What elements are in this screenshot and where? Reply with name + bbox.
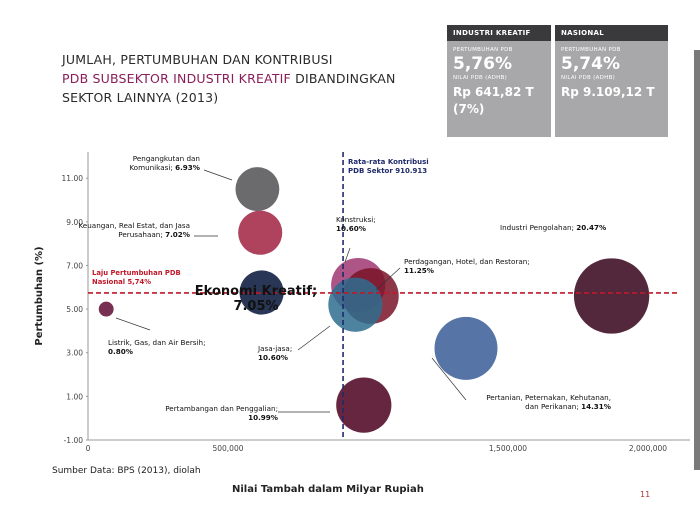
bubble-label: Jasa-jasa; [257,344,292,353]
leader-line [203,169,233,181]
title-highlight: PDB SUBSEKTOR INDUSTRI KREATIF [62,71,291,86]
bubble-pengangkutan-dan-komunikasi [235,167,280,212]
bubble-label: Perdagangan, Hotel, dan Restoran; [404,257,530,266]
y-tick-label: 3.00 [66,349,83,358]
bubble-label: Konstruksi; [336,215,376,224]
right-edge-bar [694,50,700,470]
bubble-listrik-gas-dan-air-bersih [98,301,114,317]
y-tick-label: -1.00 [64,436,84,445]
panel-kreatif-growth: 5,76% [453,54,512,74]
bubble-label: Pertanian, Peternakan, Kehutanan, [486,393,611,402]
chart-title: JUMLAH, PERTUMBUHAN DAN KONTRIBUSI PDB S… [62,50,442,107]
panel-kreatif-growth-label: PERTUMBUHAN PDB [453,47,513,53]
panel-nasional-pdb-label: NILAI PDB (ADHB) [561,75,616,81]
bubble-label: 11.25% [404,266,434,275]
panel-kreatif-pdb: Rp 641,82 T (7%) [453,85,534,116]
y-tick-label: 5.00 [66,305,83,314]
bubble-label: 0.80% [108,347,133,356]
x-axis-label: Nilai Tambah dalam Milyar Rupiah [232,484,424,495]
bubble-label: 10.99% [248,413,278,422]
panel-kreatif-pdb-label: NILAI PDB (ADHB) [453,75,508,81]
title-line2: PDB SUBSEKTOR INDUSTRI KREATIF DIBANDING… [62,69,442,107]
title-rest: DIBANDINGKAN SEKTOR LAINNYA (2013) [62,71,396,105]
panel-nasional: NASIONAL PERTUMBUHAN PDB 5,74% NILAI PDB… [555,25,668,137]
y-tick-label: 7.00 [66,261,83,270]
bubble-label: dan Perikanan; 14.31% [525,402,611,411]
y-axis-label: Pertumbuhan (%) [34,246,45,345]
x-tick-label: 0 [86,444,91,453]
panel-nasional-pdb: Rp 9.109,12 T [561,85,655,99]
bubble-label: Industri Pengolahan; 20.47% [500,223,606,232]
y-tick-label: 11.00 [62,174,84,183]
leader-line [431,357,467,401]
x-tick-label: 2,000,000 [629,444,667,453]
panel-nasional-growth-label: PERTUMBUHAN PDB [561,47,621,53]
bubble-label: 7.05% [233,299,278,314]
panel-nasional-growth: 5,74% [561,54,620,74]
panel-industri-kreatif: INDUSTRI KREATIF PERTUMBUHAN PDB 5,76% N… [447,25,551,137]
bubble-label: Listrik, Gas, dan Air Bersih; [108,338,206,347]
national-line-label: Nasional 5,74% [92,278,151,286]
average-line-label: Rata-rata Kontribusi [348,158,429,166]
bubble-label: Ekonomi Kreatif; [195,284,317,299]
bubble-keuangan-real-estat-dan-jasa-perusahaan [238,210,283,255]
bubble-label: Keuangan, Real Estat, dan Jasa [78,221,190,230]
bubble-label: Pertambangan dan Penggalian; [165,404,278,413]
bubble-label: 10.60% [258,353,288,362]
source-note: Sumber Data: BPS (2013), diolah [52,466,201,476]
bubble-label: Perusahaan; 7.02% [118,230,190,239]
leader-lines [115,169,467,413]
page-number: 11 [640,490,651,499]
leader-line [115,317,151,331]
x-tick-label: 1,500,000 [489,444,527,453]
leader-line [344,247,351,263]
chart-axes: -1.00 1.00 3.00 5.00 7.00 9.00 11.00 0 500,000 1,… [34,152,690,453]
title-line1: JUMLAH, PERTUMBUHAN DAN KONTRIBUSI [62,52,333,67]
bubble-jasa-jasa [328,277,383,332]
panel-nasional-header: NASIONAL [555,25,668,41]
chart-bubbles [98,167,650,433]
average-line-label: PDB Sektor 910.913 [348,167,427,175]
bubble-pertanian-peternakan-kehutanan-dan-perikanan [434,316,498,380]
y-tick-label: 1.00 [66,392,83,401]
bubble-industri-pengolahan [573,258,650,334]
bubble-label: 10.60% [336,224,366,233]
leader-line [297,325,331,351]
national-line-label: Laju Pertumbuhan PDB [92,269,181,277]
leader-line [375,267,401,291]
bubble-label: Pengangkutan dan [133,154,200,163]
bubble-pertambangan-dan-penggalian [336,377,392,433]
bubble-label: Komunikasi; 6.93% [129,163,200,172]
x-tick-label: 500,000 [212,444,243,453]
y-tick-label: 9.00 [66,218,83,227]
panel-kreatif-header: INDUSTRI KREATIF [447,25,551,41]
bubble-ekonomi-kreatif [239,270,284,315]
